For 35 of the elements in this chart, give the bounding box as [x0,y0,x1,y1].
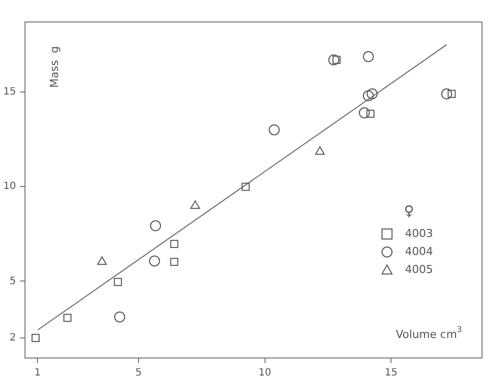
x-tick-label: 10 [258,368,272,379]
point [362,90,374,102]
point [328,54,340,66]
y-axis-title: Mass g [48,46,61,88]
point [268,124,280,136]
point [358,107,370,118]
y-tick-label: 2 [10,332,16,344]
legend-label: 4005 [405,262,433,276]
point [63,314,72,322]
y-tick-label: 15 [3,86,16,98]
point [366,110,374,118]
point [441,88,452,100]
point [190,200,200,209]
point [97,256,107,265]
point [366,88,378,100]
x-tick-label: 5 [135,368,142,379]
point [170,258,178,266]
legend-label: 4003 [405,226,433,240]
point [315,146,325,155]
point [114,311,126,322]
y-tick-label: 5 [10,276,16,287]
x-tick-label: 1 [34,368,41,379]
x-tick-label: 15 [384,368,398,379]
point [149,255,160,266]
point [170,240,178,248]
point [114,278,122,286]
point [242,182,250,191]
legend-title: ♀ [404,204,414,220]
point [150,220,162,232]
point [32,334,40,342]
point [362,51,374,62]
point [448,90,456,98]
legend-label: 4004 [405,244,433,258]
point [332,56,341,64]
y-tick-label: 10 [3,181,16,192]
